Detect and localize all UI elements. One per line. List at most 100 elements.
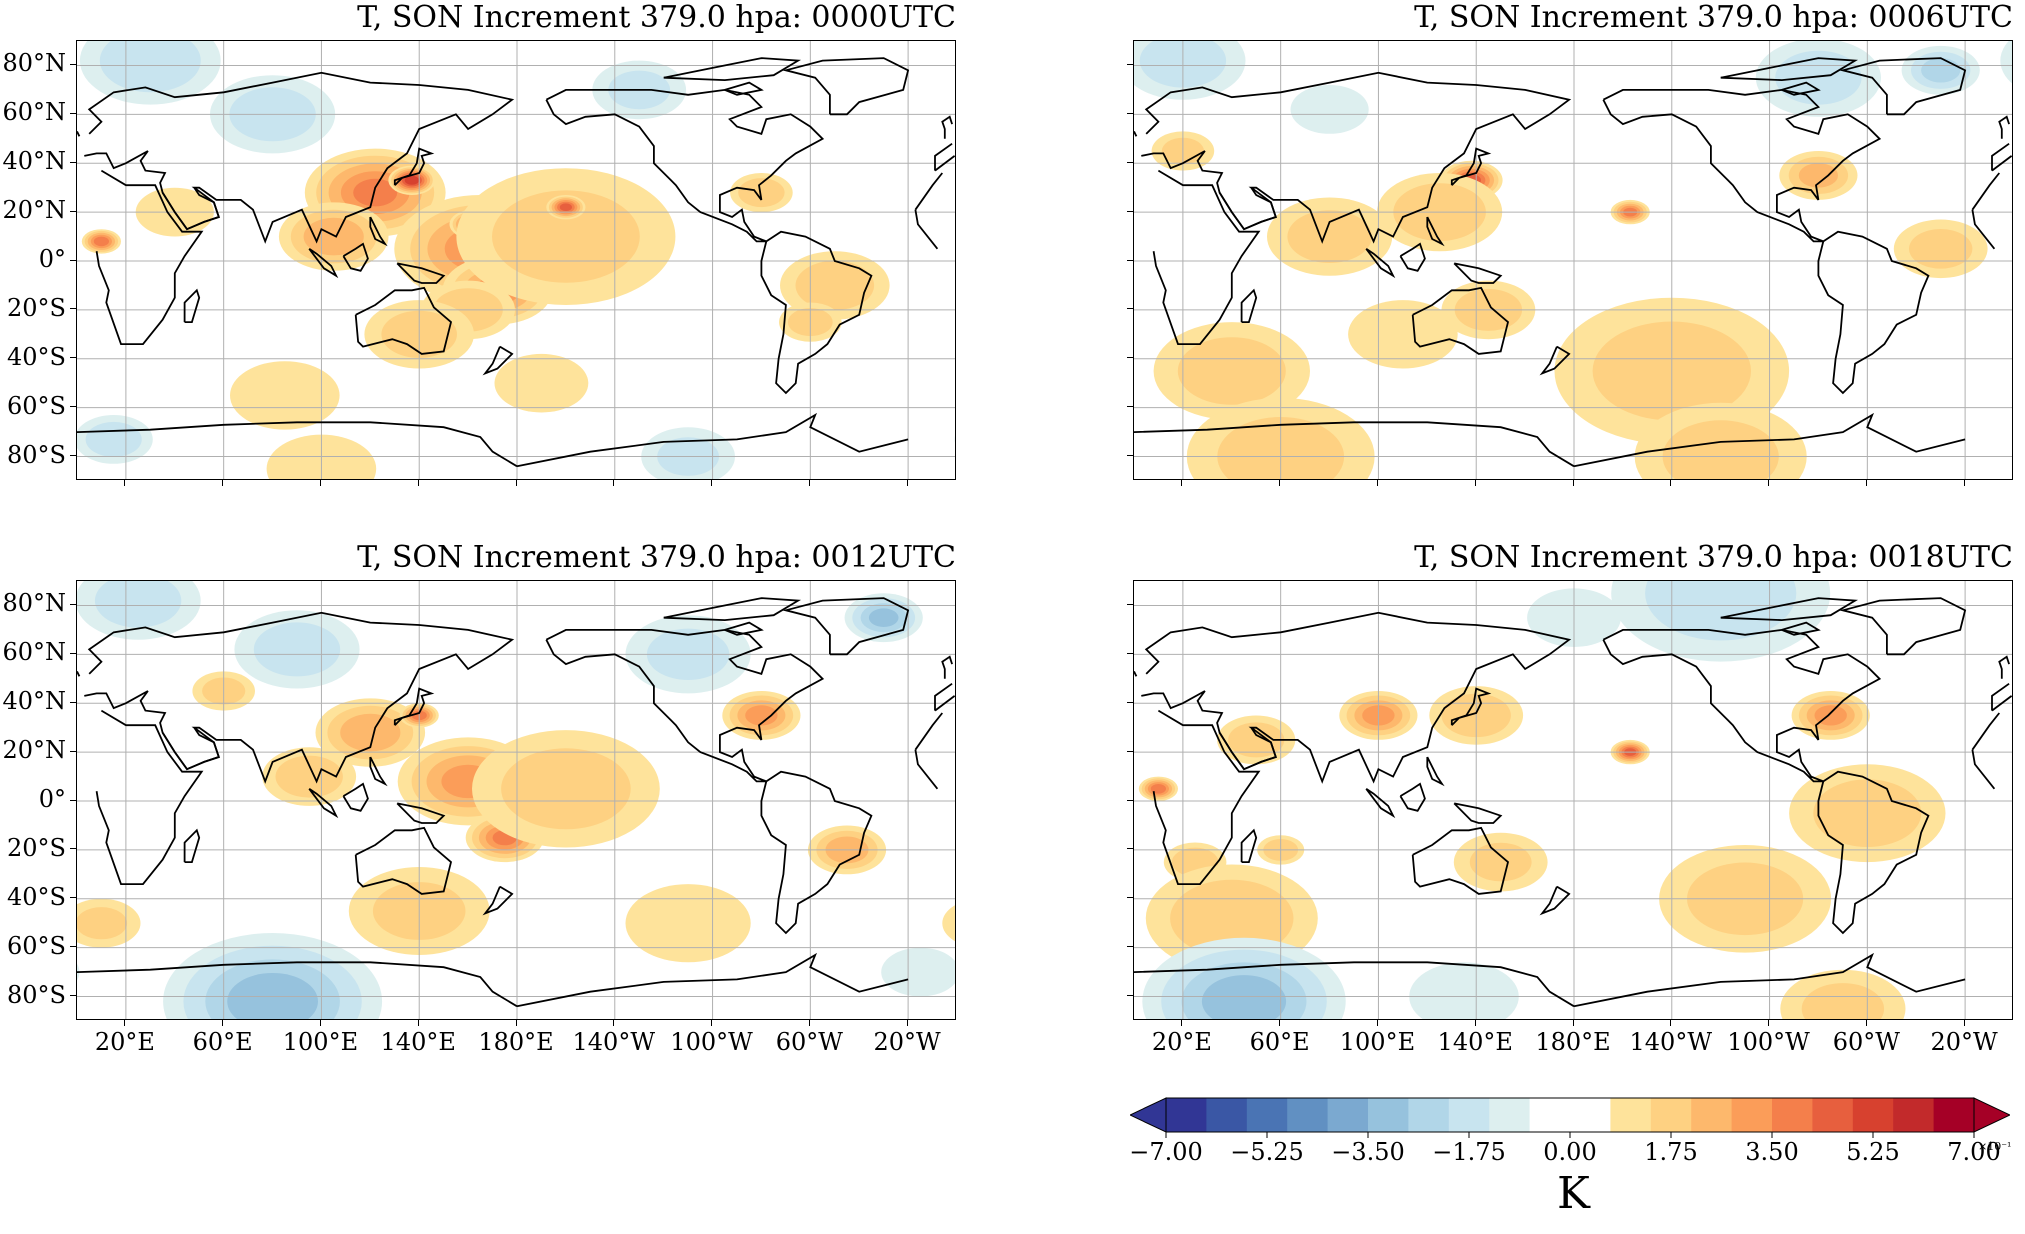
coastline	[1399, 242, 1426, 272]
colorbar-swatch	[1933, 1098, 1975, 1132]
lat-tick	[1127, 652, 1133, 654]
coastline	[1240, 288, 1258, 323]
colorbar-tick-label: 0.00	[1543, 1138, 1597, 1166]
lon-tick	[1768, 480, 1770, 486]
warm-anomaly-contour	[353, 178, 398, 207]
coastline	[308, 788, 339, 819]
coastline	[1539, 345, 1571, 376]
coastline	[1539, 885, 1571, 916]
lat-tick	[1127, 161, 1133, 163]
warm-anomaly-contour	[625, 884, 751, 963]
coastline	[914, 749, 939, 790]
colorbar: −7.00 −5.25 −3.50 −1.75 0.00 1.75 3.50 5.25 7.00…	[1128, 1096, 2012, 1219]
lon-tick-label: 180°E	[478, 1028, 554, 1056]
lon-tick	[222, 1020, 224, 1026]
colorbar-exponent: ×10⁻¹	[1978, 1140, 2012, 1153]
lon-tick-label: 180°E	[1535, 1028, 1611, 1056]
coastline	[1141, 611, 1572, 784]
colorbar-swatch	[1812, 1098, 1854, 1132]
coastline	[782, 57, 910, 116]
coastline	[84, 611, 515, 784]
coastline	[1240, 828, 1258, 863]
coastline	[1134, 421, 1575, 468]
lat-tick-label: 0°	[38, 245, 66, 273]
coastline	[183, 828, 201, 863]
lon-tick-label: 60°W	[775, 1028, 843, 1056]
lon-tick	[124, 1020, 126, 1026]
coastline	[77, 131, 81, 137]
lat-tick	[70, 161, 76, 163]
colorbar-swatch	[1408, 1098, 1450, 1132]
lon-tick-label: 60°E	[192, 1028, 253, 1056]
coastline	[77, 961, 518, 1008]
lat-tick	[70, 210, 76, 212]
coastline	[1781, 81, 1821, 96]
lat-tick-label: 60°S	[7, 931, 66, 960]
coastline	[1450, 687, 1492, 726]
warm-anomaly-contour	[77, 907, 128, 940]
cold-anomaly-contour	[956, 581, 957, 640]
cold-anomaly-contour	[99, 41, 201, 93]
coastline	[161, 727, 220, 771]
lat-tick	[70, 750, 76, 752]
colorbar-tick-label: 7.00	[1947, 1138, 2001, 1166]
lon-tick	[1963, 1020, 1965, 1026]
colorbar-tick-label: −1.75	[1432, 1138, 1506, 1166]
lat-tick	[1127, 995, 1133, 997]
coastline	[1399, 782, 1426, 812]
coastline	[934, 695, 955, 712]
map-frame	[76, 40, 956, 480]
colorbar-swatch	[1327, 1098, 1369, 1132]
coastline	[1971, 749, 1996, 790]
warm-anomaly-contour	[1469, 842, 1532, 882]
coastline	[545, 88, 825, 243]
colorbar-tick-label: 5.25	[1846, 1138, 1900, 1166]
coastline	[914, 172, 944, 211]
warm-anomaly-contour	[1662, 420, 1779, 479]
coastline	[545, 628, 825, 783]
coastline	[1411, 826, 1510, 895]
lon-tick	[906, 480, 908, 486]
warm-anomaly-contour	[93, 236, 109, 247]
lat-tick-label: 60°N	[2, 98, 66, 127]
coastline	[934, 682, 953, 711]
coastline	[1365, 788, 1396, 819]
lon-tick	[222, 480, 224, 486]
lon-tick	[417, 1020, 419, 1026]
colorbar-swatch	[1246, 1098, 1288, 1132]
coastline	[516, 412, 909, 468]
lat-tick-label: 20°N	[2, 196, 66, 225]
coastline	[941, 655, 953, 679]
lat-tick	[1127, 946, 1133, 948]
lat-tick	[1127, 455, 1133, 457]
lon-tick	[906, 1020, 908, 1026]
lon-tick-label: 100°E	[282, 1028, 359, 1056]
colorbar-swatch	[1772, 1098, 1813, 1132]
colorbar-swatch	[1448, 1098, 1490, 1132]
coastline	[1426, 756, 1445, 787]
lon-tick	[319, 480, 321, 486]
lon-tick	[1572, 480, 1574, 486]
warm-anomaly-contour	[1798, 163, 1838, 188]
warm-anomaly-contour	[492, 190, 640, 283]
coastline	[84, 71, 515, 244]
coastline	[342, 242, 369, 272]
coastline	[760, 230, 873, 395]
lat-tick	[1127, 112, 1133, 114]
warm-anomaly-contour	[1287, 210, 1372, 263]
warm-anomaly-contour	[501, 748, 631, 830]
coastline	[482, 885, 514, 916]
map-canvas	[77, 581, 957, 1019]
coastline	[1573, 952, 1966, 1008]
lat-tick	[70, 897, 76, 899]
coastline	[1152, 709, 1261, 885]
coastline	[396, 802, 446, 824]
coastline	[369, 216, 388, 247]
lat-tick	[70, 848, 76, 850]
lon-tick	[1572, 1020, 1574, 1026]
coastline	[161, 187, 220, 231]
lat-tick	[1127, 259, 1133, 261]
coastline	[914, 712, 944, 751]
coastline	[308, 248, 339, 279]
coastline	[663, 57, 802, 82]
